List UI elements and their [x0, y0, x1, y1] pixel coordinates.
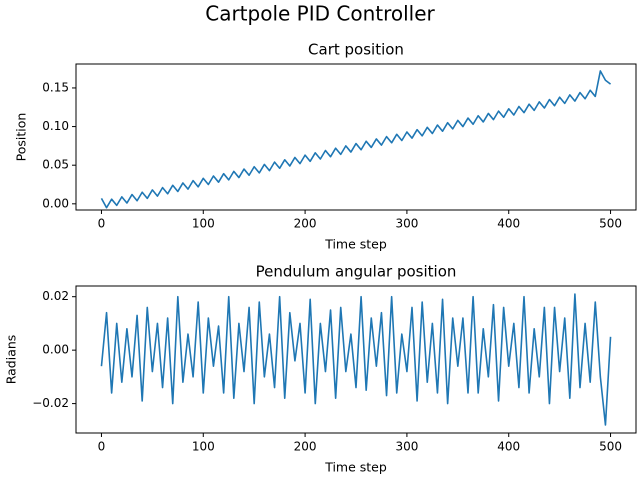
x-tick-label: 200: [294, 217, 317, 231]
x-tick-label: 500: [599, 440, 622, 454]
data-line: [100, 293, 612, 426]
x-tick-label: 0: [98, 217, 106, 231]
x-tick-label: 0: [98, 440, 106, 454]
x-tick-label: 400: [497, 440, 520, 454]
x-tick-label: 400: [497, 217, 520, 231]
figure-title: Cartpole PID Controller: [205, 2, 435, 26]
axes-title: Pendulum angular position: [256, 263, 457, 281]
y-tick-label: 0.00: [42, 343, 69, 357]
x-tick-label: 100: [192, 440, 215, 454]
x-axis-label: Time step: [324, 237, 387, 252]
y-axis-label: Radians: [4, 335, 19, 385]
x-axis-label: Time step: [324, 460, 387, 475]
x-tick-label: 300: [395, 217, 418, 231]
y-axis-label: Position: [14, 113, 29, 162]
y-tick-label: 0.00: [42, 196, 69, 210]
y-tick-label: 0.15: [42, 80, 69, 94]
data-line: [100, 70, 612, 209]
y-tick-label: 0.10: [42, 119, 69, 133]
axes-frame: [75, 63, 637, 211]
x-tick-label: 200: [294, 440, 317, 454]
axes-title: Cart position: [308, 41, 404, 59]
x-tick-label: 500: [599, 217, 622, 231]
axes-frame: [75, 285, 637, 434]
x-tick-label: 100: [192, 217, 215, 231]
x-tick-label: 300: [395, 440, 418, 454]
y-tick-label: 0.02: [42, 289, 69, 303]
y-tick-label: 0.05: [42, 158, 69, 172]
y-tick-label: −0.02: [32, 396, 69, 410]
